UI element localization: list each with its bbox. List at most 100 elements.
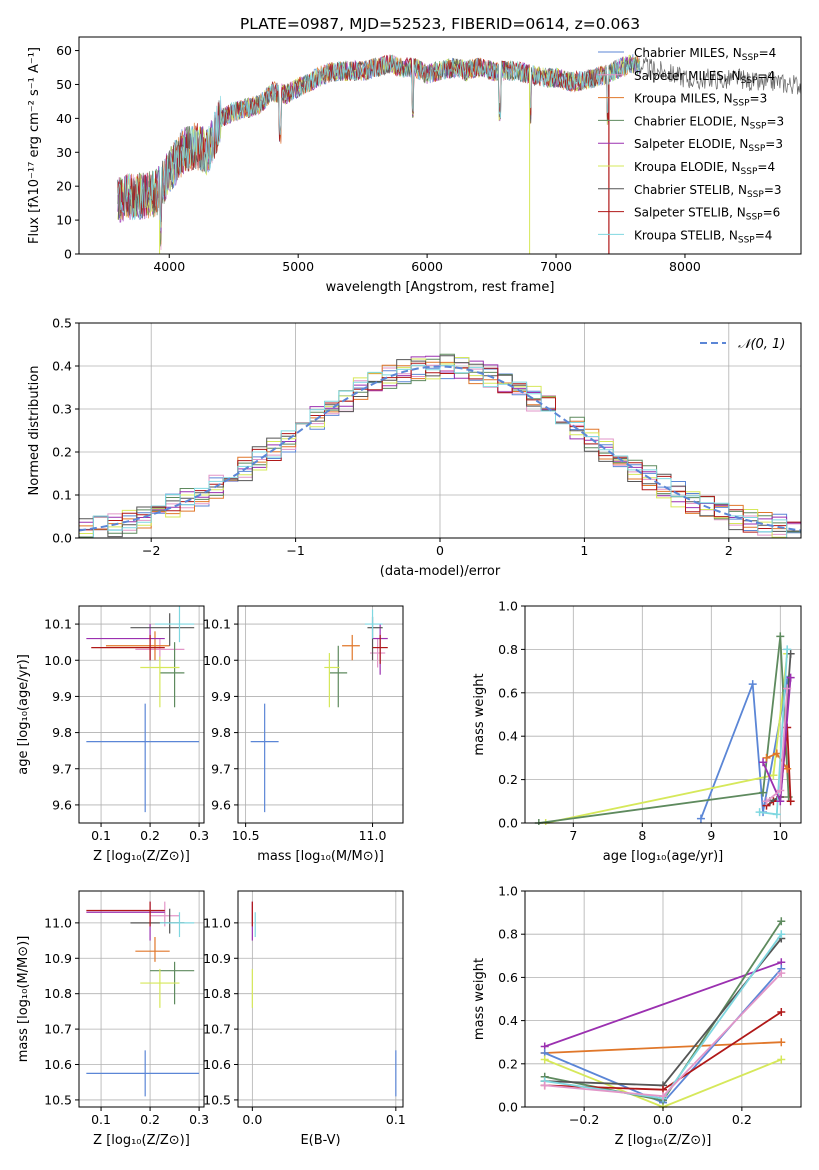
y-tick-label: 0.4 — [498, 729, 518, 744]
y-tick-label: 10.7 — [44, 1022, 72, 1037]
weight-marker — [783, 684, 792, 693]
y-axis-label: mass weight — [472, 958, 487, 1040]
y-axis-label: mass weight — [472, 673, 487, 755]
y-tick-label: 9.7 — [52, 761, 72, 776]
y-tick-label: 10.5 — [44, 1092, 72, 1107]
weight-marker — [777, 1007, 786, 1016]
x-axis-label: Z [log₁₀(Z/Z⊙)] — [615, 1133, 712, 1148]
panel-4: 7 8 9 10 0.0 0.2 0.4 0.6 0.8 1.0 age [log₁₀(age/yr… — [472, 599, 802, 864]
x-tick-label: 0.2 — [140, 828, 160, 843]
y-tick-label: 11.0 — [44, 915, 72, 930]
weight-marker — [777, 930, 786, 939]
weight-marker — [777, 1055, 786, 1064]
x-tick-label: 10 — [772, 828, 788, 843]
y-tick-label: 0.0 — [498, 816, 518, 831]
weight-line — [544, 961, 782, 1048]
x-tick-label: 4000 — [153, 259, 185, 274]
x-tick-label: −1 — [286, 543, 304, 558]
spectrum-line — [117, 54, 611, 225]
y-tick-label: 11.0 — [203, 915, 231, 930]
weight-marker — [759, 758, 768, 767]
error-bars — [86, 901, 200, 1097]
y-tick-label: 40 — [56, 111, 72, 126]
x-tick-label: −0.2 — [569, 1112, 599, 1127]
y-tick-label: 9.6 — [52, 797, 72, 812]
x-tick-label: 11.0 — [359, 828, 387, 843]
y-tick-label: 10.1 — [44, 617, 72, 632]
y-tick-label: 0.8 — [498, 927, 518, 942]
legend: Chabrier MILES, NSSP=4 Salpeter MILES, NS… — [598, 46, 784, 245]
y-tick-label: 20 — [56, 179, 72, 194]
y-tick-label: 9.8 — [52, 725, 72, 740]
weight-marker — [777, 969, 786, 978]
x-tick-label: 7000 — [540, 259, 572, 274]
x-tick-label: 7 — [569, 828, 577, 843]
x-tick-label: 0.0 — [242, 1112, 262, 1127]
x-axis-label: Z [log₁₀(Z/Z⊙)] — [93, 849, 190, 864]
histogram-step — [79, 364, 801, 538]
y-tick-label: 0.2 — [498, 772, 518, 787]
weight-marker — [776, 632, 785, 641]
weight-marker — [659, 1092, 667, 1101]
spectrum-line — [117, 55, 641, 232]
weight-marker — [755, 808, 764, 817]
y-tick-label: 10.7 — [203, 1022, 231, 1037]
y-tick-label: 10.6 — [203, 1057, 231, 1072]
y-tick-label: 0.1 — [52, 488, 72, 503]
y-axis-label: Normed distribution — [27, 366, 42, 496]
error-bars — [251, 901, 397, 1097]
weight-marker — [748, 680, 757, 689]
weight-line — [545, 653, 789, 824]
y-tick-label: 10.1 — [203, 617, 231, 632]
spectrum-lines — [117, 54, 801, 254]
y-tick-label: 10.5 — [203, 1092, 231, 1107]
y-tick-label: 0.0 — [498, 1100, 518, 1115]
weight-marker — [762, 797, 771, 806]
axes-frame — [524, 605, 802, 824]
y-tick-label: 10.0 — [203, 653, 231, 668]
weight-marker — [777, 917, 786, 926]
histograms — [79, 353, 801, 538]
axes-frame — [78, 890, 205, 1108]
panel-2: 0.1 0.2 0.3 9.6 9.7 9.8 9.9 10.0 10.1 Z [log₁₀(Z/… — [16, 605, 209, 864]
legend-entry: Salpeter STELIB, NSSP=6 — [634, 206, 780, 223]
y-axis-label: Flux [fλ10⁻¹⁷ erg cm⁻² s⁻¹ A⁻¹] — [27, 47, 42, 244]
weight-marker — [777, 1038, 786, 1047]
x-tick-label: 0.1 — [386, 1112, 406, 1127]
panel-6: 0.0 0.1 10.5 10.6 10.7 10.8 10.9 11.0 E(B-V) — [203, 890, 406, 1148]
chart-title: PLATE=0987, MJD=52523, FIBERID=0614, z=0… — [240, 15, 640, 33]
y-tick-label: 0.2 — [52, 445, 72, 460]
weight-lines — [540, 917, 786, 1109]
panel-5: 0.1 0.2 0.3 10.5 10.6 10.7 10.8 10.9 11.0 Z [log₁… — [16, 890, 209, 1148]
y-tick-label: 0.4 — [498, 1013, 518, 1028]
x-tick-label: 2 — [725, 543, 733, 558]
error-bars — [250, 609, 388, 813]
y-tick-label: 1.0 — [498, 884, 518, 899]
x-axis-label: wavelength [Angstrom, rest frame] — [326, 280, 555, 295]
y-axis-label: age [log₁₀(age/yr)] — [16, 654, 31, 775]
weight-marker — [772, 749, 781, 758]
weight-marker — [786, 673, 795, 682]
legend-entry: 𝒩(0, 1) — [738, 337, 785, 352]
x-tick-label: 1 — [580, 543, 588, 558]
error-bars — [86, 606, 200, 813]
weight-marker — [783, 645, 792, 654]
y-tick-label: 9.9 — [211, 689, 231, 704]
y-tick-label: 0.3 — [52, 402, 72, 417]
y-tick-label: 50 — [56, 77, 72, 92]
x-tick-label: 0.0 — [653, 1112, 673, 1127]
y-tick-label: 1.0 — [498, 599, 518, 614]
y-tick-label: 10.9 — [44, 951, 72, 966]
legend-entry: Chabrier ELODIE, NSSP=3 — [634, 114, 784, 131]
x-tick-label: −2 — [142, 543, 160, 558]
weight-line — [700, 679, 789, 820]
y-tick-label: 60 — [56, 43, 72, 58]
x-axis-label: Z [log₁₀(Z/Z⊙)] — [93, 1133, 190, 1148]
y-tick-label: 9.7 — [211, 761, 231, 776]
x-tick-label: 8 — [638, 828, 646, 843]
legend-entry: Kroupa STELIB, NSSP=4 — [634, 228, 772, 245]
axes-frame — [237, 890, 404, 1108]
y-tick-label: 0.4 — [52, 359, 72, 374]
y-tick-label: 9.8 — [211, 725, 231, 740]
